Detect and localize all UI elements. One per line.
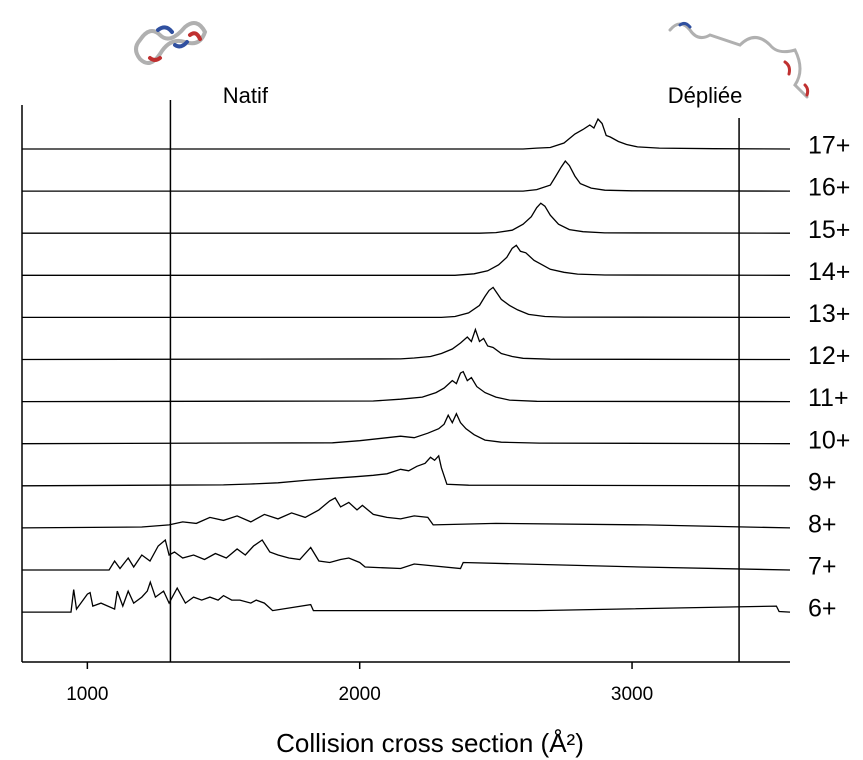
- series-label: 14+: [808, 258, 850, 286]
- ridge-line: [22, 538, 791, 571]
- x-axis-title: Collision cross section (Å²): [276, 728, 584, 758]
- ridge-line: [22, 580, 791, 613]
- x-tick-label: 3000: [611, 684, 653, 705]
- ridge-line: [22, 286, 791, 319]
- protein-unfolded-icon: [668, 21, 810, 99]
- series-label: 16+: [808, 174, 850, 202]
- ridge-line: [21, 327, 791, 361]
- series-label: 9+: [808, 468, 837, 496]
- series-label: 12+: [808, 342, 850, 370]
- reference-label: Dépliée: [668, 83, 743, 108]
- series-label: 17+: [808, 132, 850, 160]
- ridge-line: [22, 160, 791, 192]
- series-label: 11+: [808, 384, 849, 412]
- ridge-line: [21, 412, 791, 445]
- series-label: 10+: [808, 426, 850, 454]
- series-label: 7+: [808, 553, 837, 581]
- ridge-line: [22, 244, 791, 276]
- ridge-line: [22, 202, 791, 234]
- series-label: 6+: [808, 595, 837, 623]
- ridge-line: [21, 454, 791, 487]
- x-tick-label: 1000: [66, 684, 108, 705]
- protein-native-icon: [134, 21, 208, 65]
- x-tick-label: 2000: [339, 684, 381, 705]
- ridge-line: [22, 117, 791, 150]
- series-label: 8+: [808, 511, 837, 539]
- series-label: 15+: [808, 216, 850, 244]
- series-label: 13+: [808, 300, 850, 328]
- reference-label: Natif: [223, 83, 269, 108]
- ridge-line: [21, 370, 791, 403]
- ridge-line: [21, 497, 791, 529]
